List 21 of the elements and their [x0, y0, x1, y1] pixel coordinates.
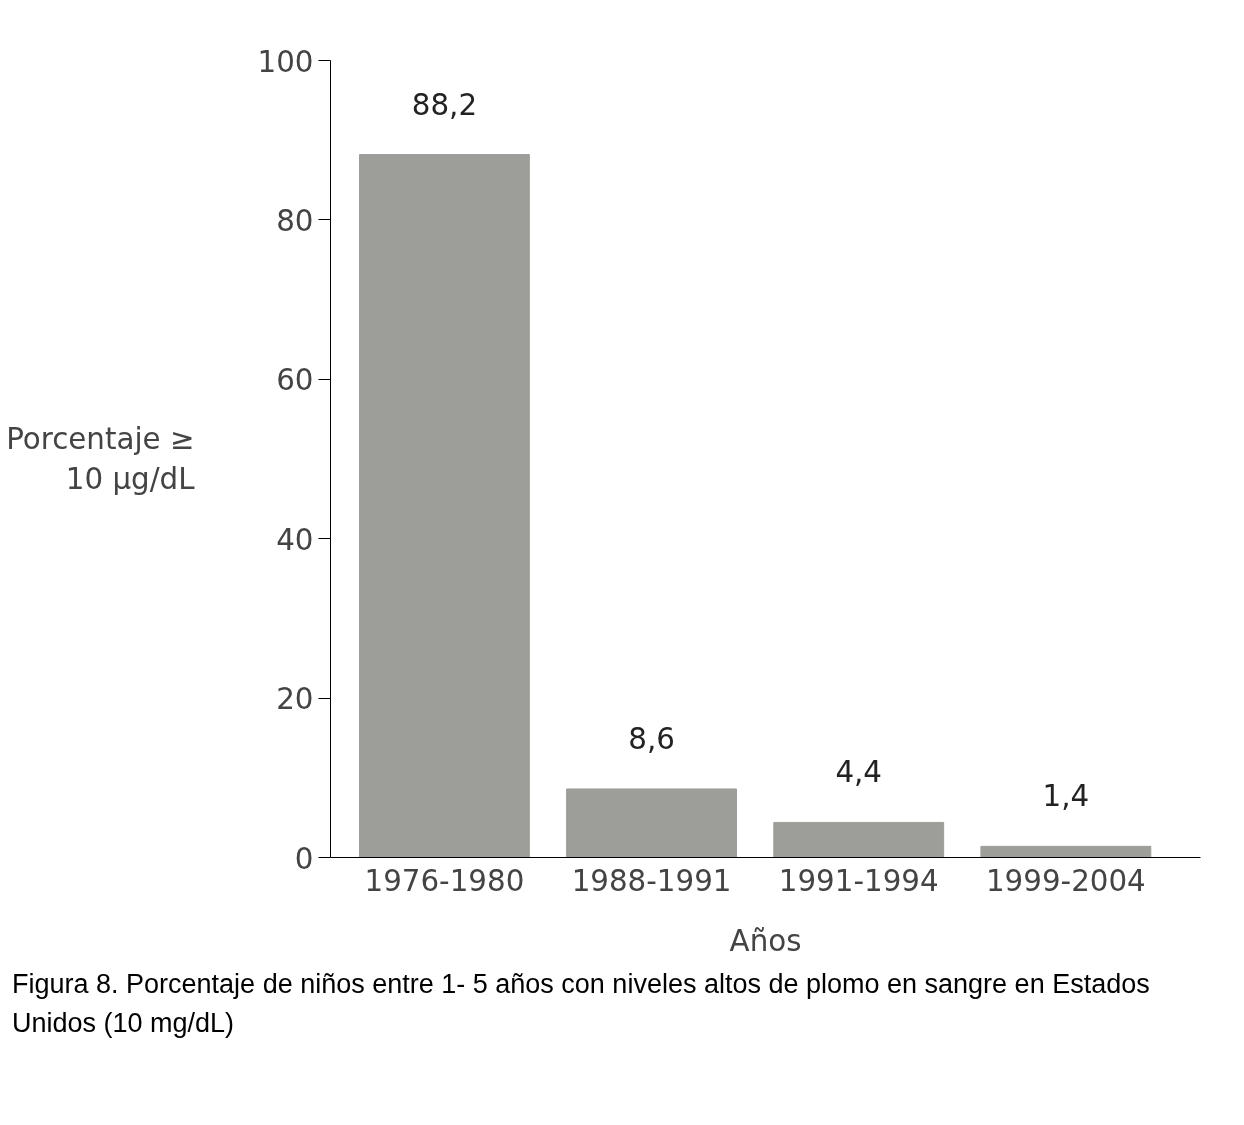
x-tick-label: 1976-1980	[364, 863, 525, 898]
y-axis-title: Porcentaje ≥ 10 μg/dL	[6, 421, 196, 497]
y-tick-label: 60	[276, 363, 314, 398]
y-tick-label: 80	[276, 203, 314, 238]
data-label: 88,2	[411, 87, 478, 122]
text: Figura 8. Porcentaje de niños entre 1- 5 años con niveles altos de plomo en sangre en Estados Unidos (10 mg/dL)	[12, 968, 1151, 1040]
y-tick-label: 0	[294, 841, 314, 876]
x-tick-label: 1991-1994	[778, 863, 939, 898]
bar	[359, 154, 530, 858]
bar	[566, 788, 737, 858]
x-axis-title: Años	[729, 923, 802, 958]
y-tick-label: 100	[257, 44, 314, 79]
data-label: 8,6	[628, 721, 675, 756]
y-tick-label: 20	[276, 682, 314, 717]
x-tick-label: 1988-1991	[571, 863, 732, 898]
data-label: 1,4	[1042, 779, 1090, 814]
bar	[773, 821, 945, 858]
bar	[980, 845, 1152, 858]
data-label: 4,4	[835, 755, 883, 790]
x-tick-label: 1999-2004	[985, 863, 1146, 898]
y-tick-label: 40	[276, 522, 314, 557]
